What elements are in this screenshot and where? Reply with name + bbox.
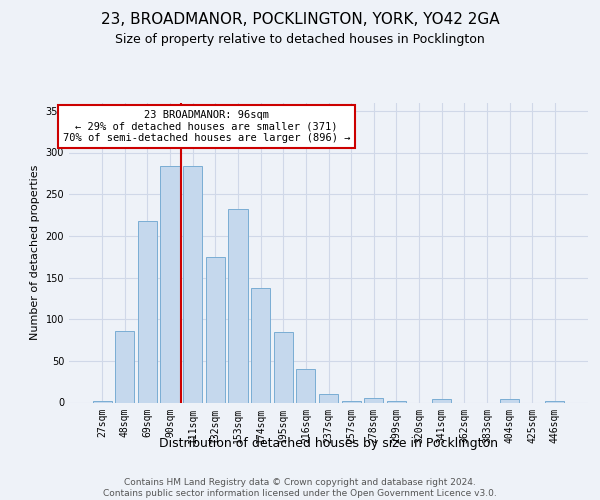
Y-axis label: Number of detached properties: Number of detached properties [30, 165, 40, 340]
Bar [92, 401, 112, 402]
Bar [115, 331, 134, 402]
Text: 23 BROADMANOR: 96sqm
← 29% of detached houses are smaller (371)
70% of semi-deta: 23 BROADMANOR: 96sqm ← 29% of detached h… [63, 110, 350, 143]
Bar [138, 221, 157, 402]
Bar [545, 401, 565, 402]
Bar [296, 369, 316, 402]
Bar [500, 399, 519, 402]
Bar [251, 288, 270, 403]
Text: Distribution of detached houses by size in Pocklington: Distribution of detached houses by size … [160, 438, 499, 450]
Bar [160, 166, 180, 402]
Bar [229, 209, 248, 402]
Text: Size of property relative to detached houses in Pocklington: Size of property relative to detached ho… [115, 32, 485, 46]
Bar [364, 398, 383, 402]
Bar [319, 394, 338, 402]
Bar [183, 166, 202, 402]
Bar [387, 401, 406, 402]
Bar [341, 401, 361, 402]
Bar [274, 332, 293, 402]
Bar [206, 256, 225, 402]
Text: 23, BROADMANOR, POCKLINGTON, YORK, YO42 2GA: 23, BROADMANOR, POCKLINGTON, YORK, YO42 … [101, 12, 499, 28]
Bar [432, 399, 451, 402]
Text: Contains HM Land Registry data © Crown copyright and database right 2024.
Contai: Contains HM Land Registry data © Crown c… [103, 478, 497, 498]
